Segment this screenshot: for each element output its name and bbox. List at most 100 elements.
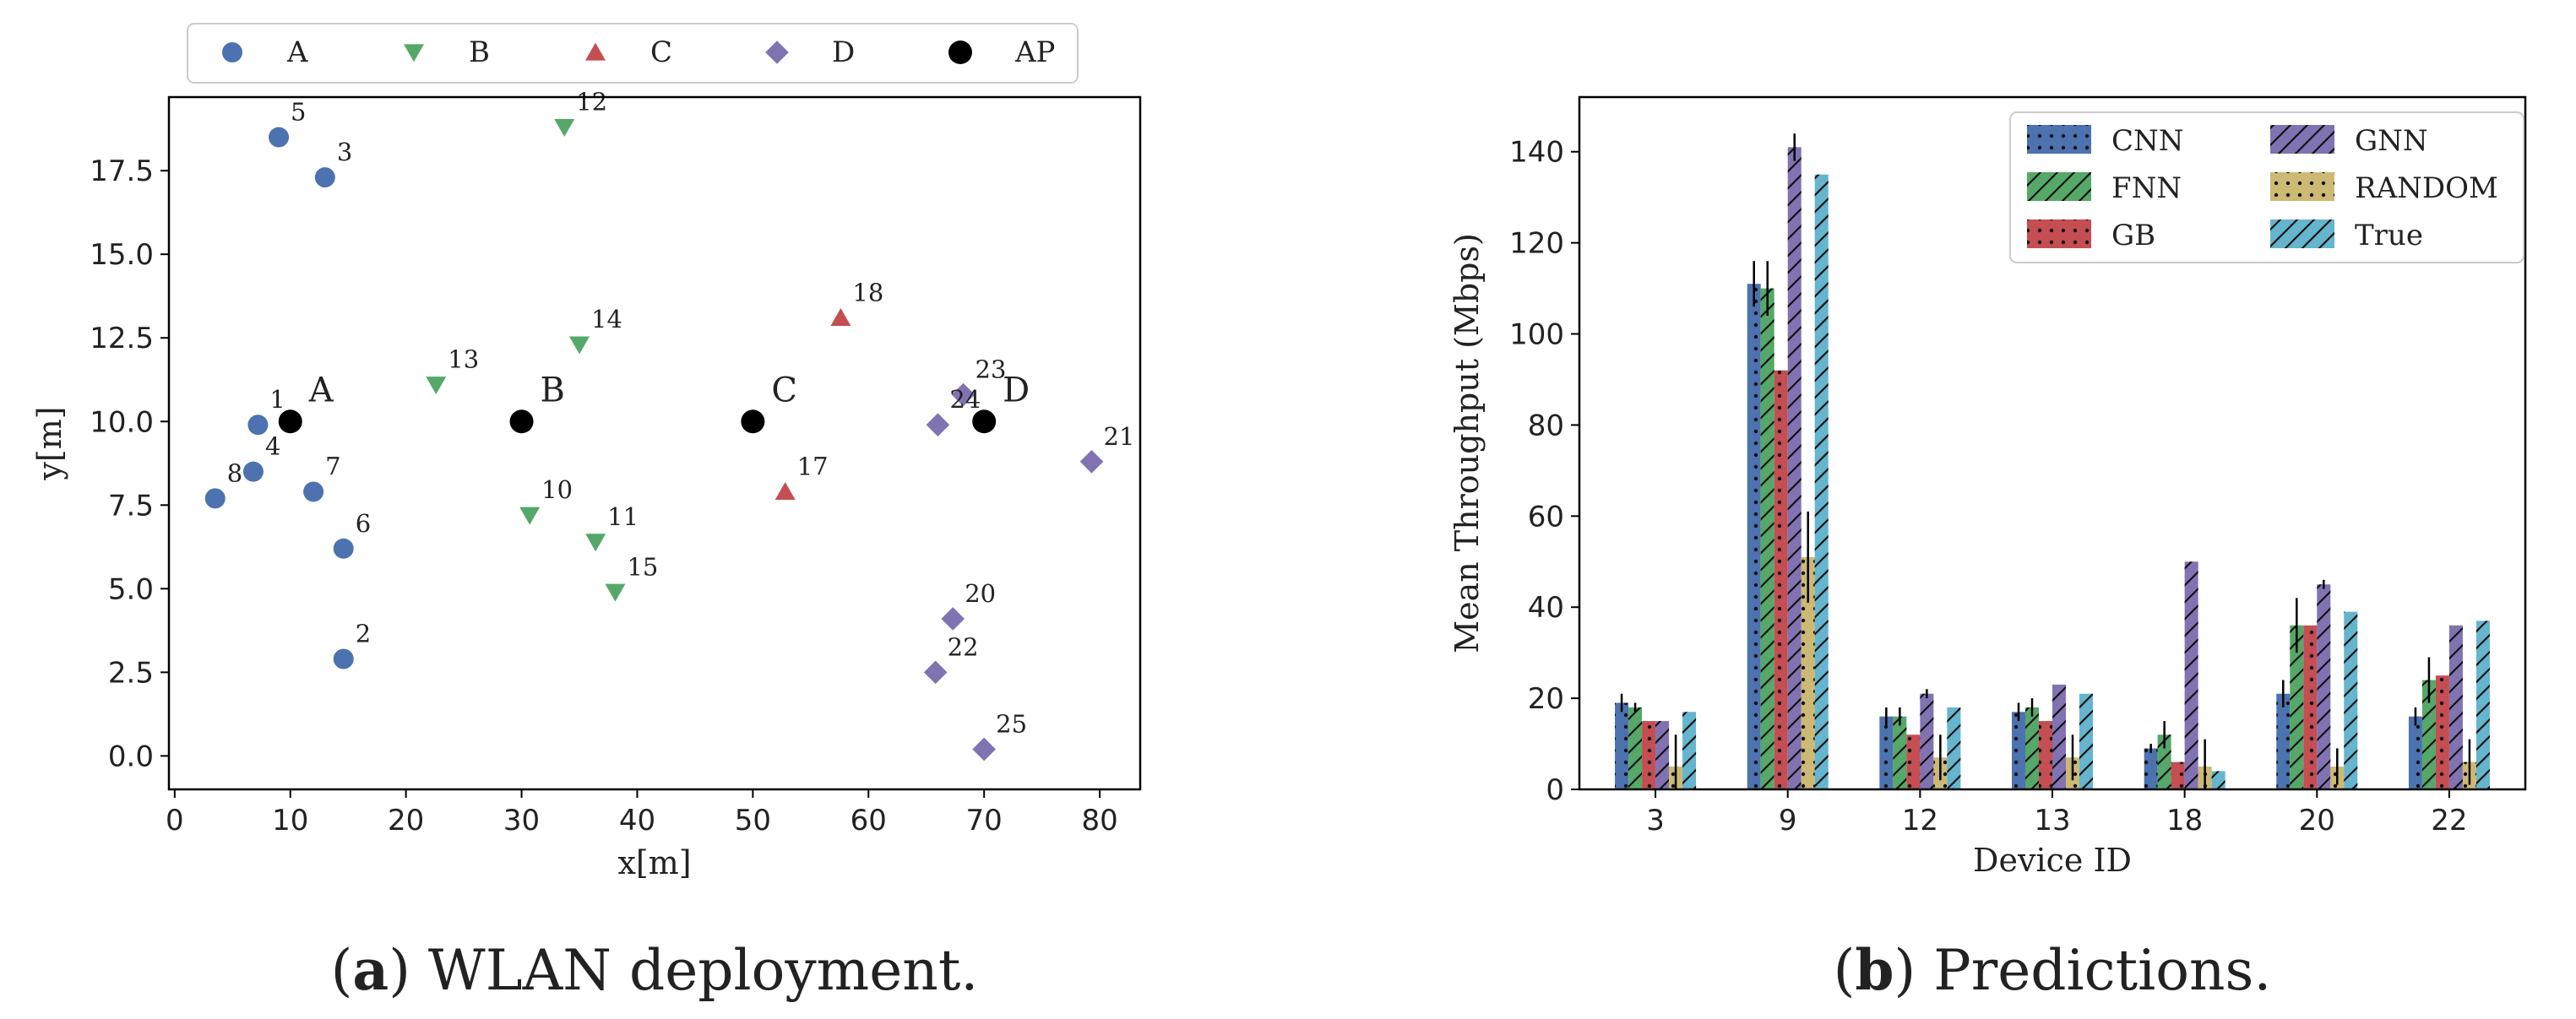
bar-x-axis-label: Device ID [1973, 842, 2132, 879]
scatter-y-axis-label: y[m] [31, 406, 68, 480]
bar-hatch-cnn [2408, 716, 2422, 789]
bar-legend-box [2009, 111, 2524, 263]
scatter-legend-box [187, 23, 1079, 84]
scatter-point-d [923, 660, 948, 685]
bar-x-tick-label: 22 [2431, 804, 2467, 837]
bar-legend-label: RANDOM [2355, 171, 2498, 205]
bar-x-tick-label: 9 [1779, 804, 1797, 837]
bar-y-tick-label: 80 [1528, 409, 1564, 442]
bar-hatch-fnn [2025, 707, 2039, 789]
scatter-ticks: 0 10 20 30 40 50 60 70 80 0.0 2.5 5.0 7.5 10.0 12.5 15.… [90, 154, 1117, 837]
bar-y-tick-label: 40 [1528, 591, 1564, 625]
device-id-label: 1 [269, 385, 285, 414]
bar-legend-label: FNN [2111, 171, 2182, 205]
caption-a: (a) WLAN deployment. [331, 937, 979, 1003]
scatter-y-tick-label: 17.5 [90, 154, 154, 188]
bar-hatch-gb [2435, 675, 2449, 789]
bar-hatch-cnn [2144, 748, 2158, 789]
scatter-legend-marker-ap [948, 41, 972, 64]
scatter-y-tick-label: 5.0 [108, 572, 154, 606]
ap-label: B [541, 371, 565, 409]
scatter-point-a [269, 127, 290, 148]
scatter-x-axis-label: x[m] [617, 844, 691, 881]
scatter-x-tick-label: 10 [272, 804, 308, 837]
bar-y-axis-label: Mean Throughput (Mbps) [1448, 233, 1486, 653]
bar-y-tick-label: 0 [1546, 773, 1564, 807]
bar-hatch-gnn [1787, 147, 1802, 789]
bar-hatch-fnn [1760, 288, 1774, 789]
scatter-point-a [247, 415, 269, 436]
scatter-point-a [303, 481, 324, 502]
scatter-point-d [1079, 449, 1104, 474]
bar-hatch-true [2475, 621, 2490, 789]
device-id-label: 15 [627, 552, 658, 581]
bar-x-tick-label: 18 [2166, 804, 2203, 837]
scatter-point-a [333, 538, 354, 559]
ap-label: A [308, 371, 334, 409]
scatter-point-a [333, 648, 354, 669]
bar-hatch-gb [1774, 370, 1788, 789]
bar-x-tick-label: 3 [1646, 804, 1665, 837]
scatter-y-tick-label: 7.5 [108, 489, 154, 523]
bar-hatch-gb [2039, 721, 2052, 789]
bar-x-tick-label: 12 [1902, 804, 1938, 837]
bar-hatch-random [1801, 556, 1815, 789]
scatter-x-tick-label: 0 [166, 804, 184, 837]
bar-hatch-fnn [2421, 680, 2436, 789]
scatter-point-d [926, 413, 950, 437]
bar-hatch-true [1947, 707, 1961, 789]
scatter-point-c [774, 482, 796, 501]
bar-legend: CNN FNN GB GNN RANDOM True [2009, 111, 2524, 263]
bar-hatch-gnn [2052, 684, 2066, 789]
device-id-label: 11 [607, 502, 639, 531]
device-id-label: 5 [291, 98, 306, 127]
bar-hatch-gnn [1655, 721, 1670, 789]
caption-a-text: WLAN deployment. [428, 938, 978, 1003]
scatter-point-c [830, 308, 851, 327]
scatter-legend-label: A [286, 35, 308, 69]
scatter-y-tick-label: 0.0 [108, 740, 154, 773]
device-id-label: 2 [356, 620, 371, 648]
scatter-point-ap [741, 409, 765, 434]
bar-hatch-gb [2171, 762, 2185, 789]
bar-panel: 0 20 40 60 80 100 120 140 3 9 12 13 18 20 22 Device ID… [1448, 95, 2527, 879]
scatter-point-a [314, 167, 335, 188]
device-id-label: 20 [965, 579, 996, 608]
caption-a-label: a [352, 937, 389, 1003]
scatter-axes-frame [167, 95, 1142, 791]
scatter-legend-marker-d [765, 41, 789, 64]
scatter-legend-marker-c [585, 42, 606, 61]
scatter-x-tick-label: 60 [851, 804, 887, 837]
bar-hatch-cnn [2012, 712, 2025, 789]
caption-b-label: b [1855, 937, 1894, 1003]
device-id-label: 7 [325, 452, 340, 480]
bar-legend-hatch-true [2270, 220, 2334, 248]
scatter-point-b [585, 534, 606, 552]
bar-legend-hatch-random [2270, 172, 2334, 201]
scatter-panel: 0 10 20 30 40 50 60 70 80 0.0 2.5 5.0 7.5 10.0 12.5 15.… [31, 23, 1142, 881]
bar-hatch-fnn [1628, 707, 1643, 789]
scatter-point-b [569, 336, 590, 355]
device-id-label: 4 [265, 432, 280, 461]
scatter-x-tick-label: 80 [1081, 804, 1117, 837]
bar-hatch-fnn [1893, 716, 1907, 789]
scatter-point-b [554, 119, 575, 138]
scatter-point-ap [509, 409, 534, 434]
device-id-label: 22 [948, 632, 979, 661]
bar-ticks: 0 20 40 60 80 100 120 140 3 9 12 13 18 20 22 [1509, 136, 2467, 837]
caption-b: (b) Predictions. [1834, 937, 2272, 1003]
bar-legend-hatch-fnn [2027, 172, 2091, 201]
bar-hatch-cnn [2276, 693, 2291, 789]
bar-hatch-gb [2303, 625, 2318, 789]
scatter-point-d [972, 737, 996, 762]
bar-hatch-cnn [1747, 284, 1761, 789]
bar-x-tick-label: 13 [2034, 804, 2070, 837]
bar-hatch-true [2344, 611, 2358, 789]
device-id-label: 3 [337, 138, 352, 166]
scatter-point-d [951, 382, 976, 407]
scatter-legend: A B C D AP [187, 23, 1079, 84]
caption-b-text: Predictions. [1933, 938, 2271, 1003]
bar-hatch-fnn [2290, 625, 2304, 789]
